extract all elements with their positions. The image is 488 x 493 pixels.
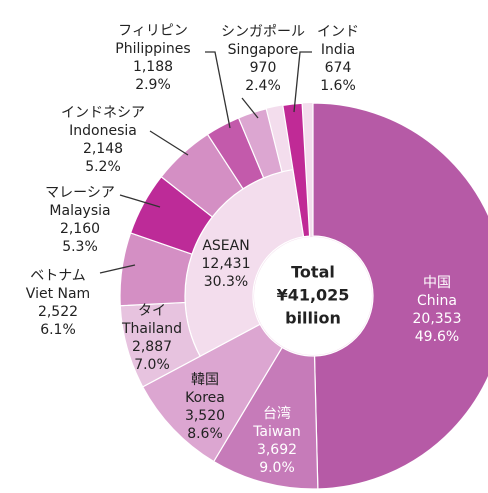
slice-label: China <box>417 293 457 309</box>
slice-label: インドネシア <box>61 105 145 121</box>
slice-label: マレーシア <box>45 185 115 201</box>
slice <box>312 102 488 490</box>
slice-label: 2.4% <box>245 78 281 94</box>
slice-label: 5.2% <box>85 159 121 175</box>
slice-label: Malaysia <box>49 203 110 219</box>
slice-label: 2,160 <box>60 221 100 237</box>
slice-label: Korea <box>185 390 225 406</box>
slice-label: 6.1% <box>40 322 76 338</box>
slices <box>119 102 488 490</box>
leader-line <box>119 194 161 208</box>
leader-line <box>241 97 259 119</box>
slice-label: 韓国 <box>191 372 219 388</box>
center-circle <box>254 237 372 355</box>
slice-label: Indonesia <box>69 123 137 139</box>
slice-label: 30.3% <box>204 274 248 290</box>
slice-label: Thailand <box>121 321 182 337</box>
slice-label: 674 <box>325 60 352 76</box>
slice-label: インド <box>317 24 359 40</box>
slice-label: フィリピン <box>118 23 188 39</box>
slice-label: Viet Nam <box>26 286 90 302</box>
total-label: ¥41,025 <box>277 286 350 305</box>
slice-label: 5.3% <box>62 239 98 255</box>
slice <box>282 102 311 238</box>
slice-label: Singapore <box>228 42 299 58</box>
slice-label: 8.6% <box>187 426 223 442</box>
slice-label: 970 <box>250 60 277 76</box>
slice-label: タイ <box>138 303 166 319</box>
slice-label: 1.6% <box>320 78 356 94</box>
slice-label: 7.0% <box>134 357 170 373</box>
slice-label: 9.0% <box>259 460 295 476</box>
total-label: Total <box>291 263 335 282</box>
leader-line <box>293 51 312 113</box>
slice-label: 中国 <box>423 275 451 291</box>
slice-label: Taiwan <box>252 424 301 440</box>
slice-label: 3,520 <box>185 408 225 424</box>
leader-line <box>205 51 231 129</box>
slice-label: シンガポール <box>221 24 305 40</box>
slice-label: 台湾 <box>263 405 291 422</box>
leader-line <box>149 130 189 156</box>
slice-label: 2,148 <box>83 141 123 157</box>
slice-label: 2,887 <box>132 339 172 355</box>
leader-line <box>99 264 136 274</box>
slice-label: 20,353 <box>413 311 462 327</box>
slice-label: 12,431 <box>202 256 251 272</box>
slice-label: 49.6% <box>415 329 459 345</box>
slice-label: India <box>321 42 355 58</box>
slice-label: ASEAN <box>202 238 249 254</box>
slice-label: ベトナム <box>30 268 86 284</box>
slice <box>237 108 283 179</box>
slice-label: 3,692 <box>257 442 297 458</box>
slice-label: Philippines <box>115 41 190 57</box>
slice-label: 1,188 <box>133 59 173 75</box>
total-label: billion <box>285 309 341 328</box>
labels: 中国 China 20,353 49.6% 台湾 Taiwan 3,692 9.0% 韓国 Kor… <box>26 23 462 476</box>
slice-label: 2.9% <box>135 77 171 93</box>
slice-label: 2,522 <box>38 304 78 320</box>
